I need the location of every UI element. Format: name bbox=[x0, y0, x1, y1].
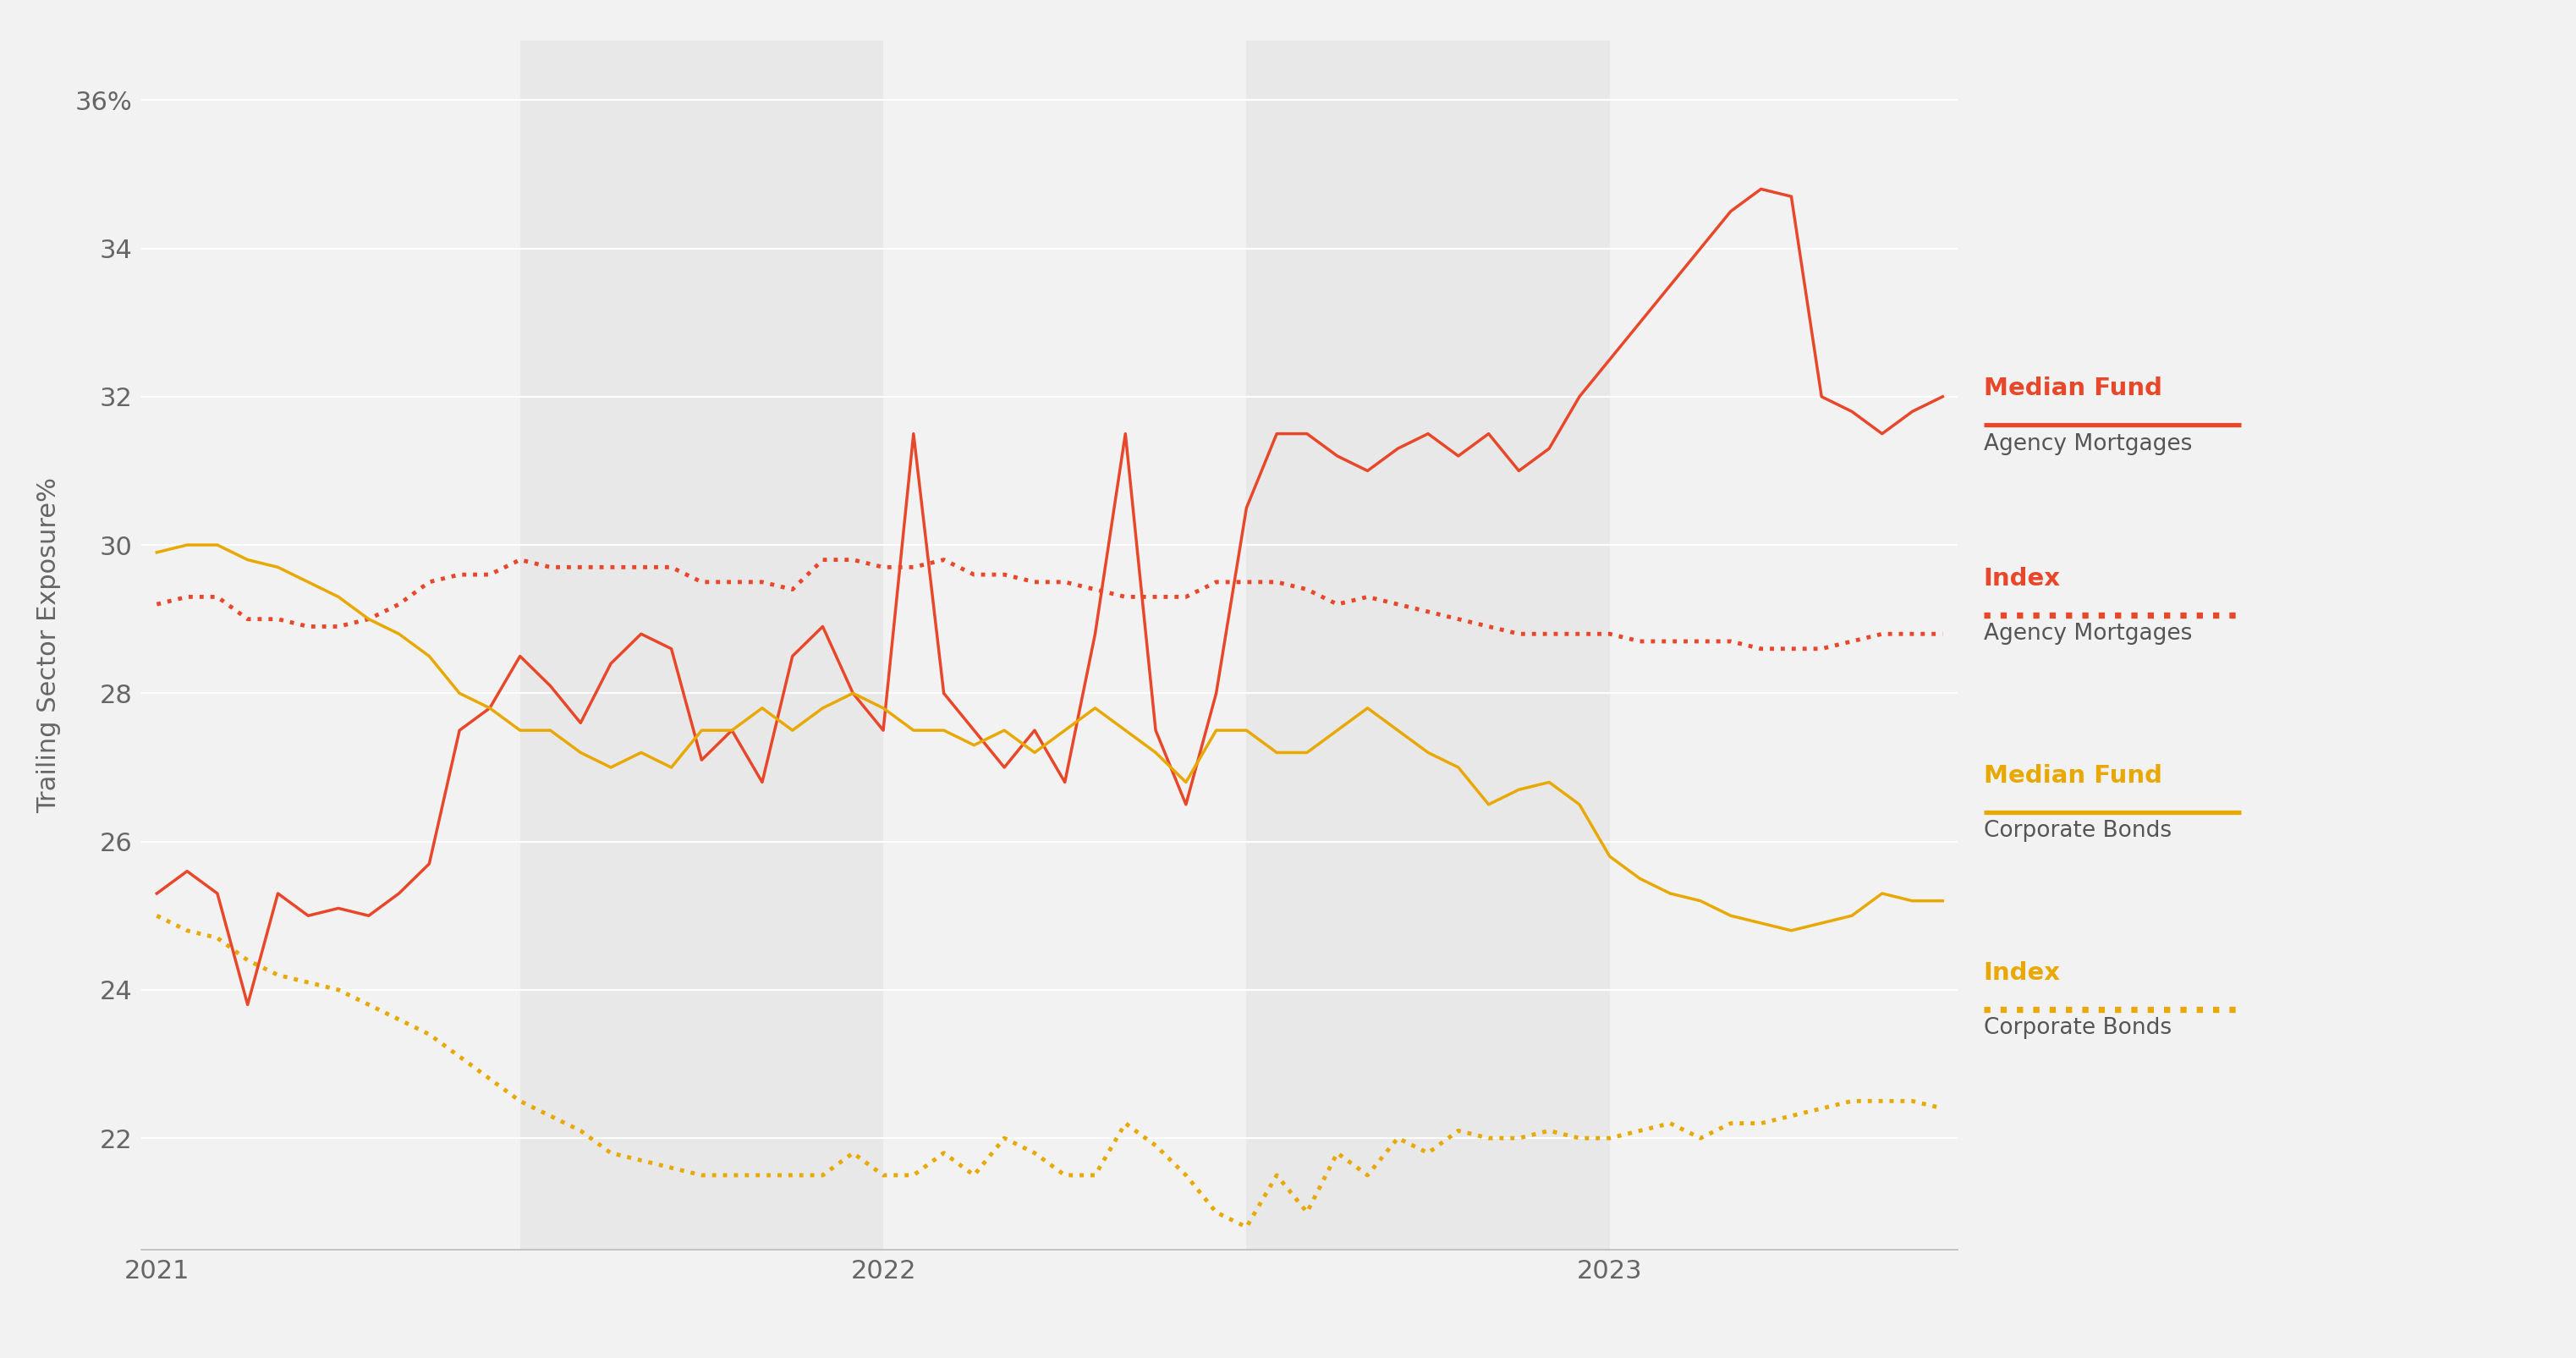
Text: Corporate Bonds: Corporate Bonds bbox=[1984, 1017, 2172, 1039]
Bar bbox=[520, 41, 884, 1249]
Text: Corporate Bonds: Corporate Bonds bbox=[1984, 820, 2172, 842]
Text: Agency Mortgages: Agency Mortgages bbox=[1984, 433, 2192, 455]
Text: Median Fund: Median Fund bbox=[1984, 378, 2161, 401]
Text: Index: Index bbox=[1984, 568, 2061, 591]
Y-axis label: Trailing Sector Exposure%: Trailing Sector Exposure% bbox=[36, 477, 62, 813]
Text: Agency Mortgages: Agency Mortgages bbox=[1984, 623, 2192, 645]
Bar bbox=[884, 41, 1247, 1249]
Text: Index: Index bbox=[1984, 961, 2061, 985]
Bar bbox=[1247, 41, 1610, 1249]
Bar bbox=[1610, 41, 1942, 1249]
Bar bbox=[157, 41, 520, 1249]
Text: Median Fund: Median Fund bbox=[1984, 765, 2161, 788]
